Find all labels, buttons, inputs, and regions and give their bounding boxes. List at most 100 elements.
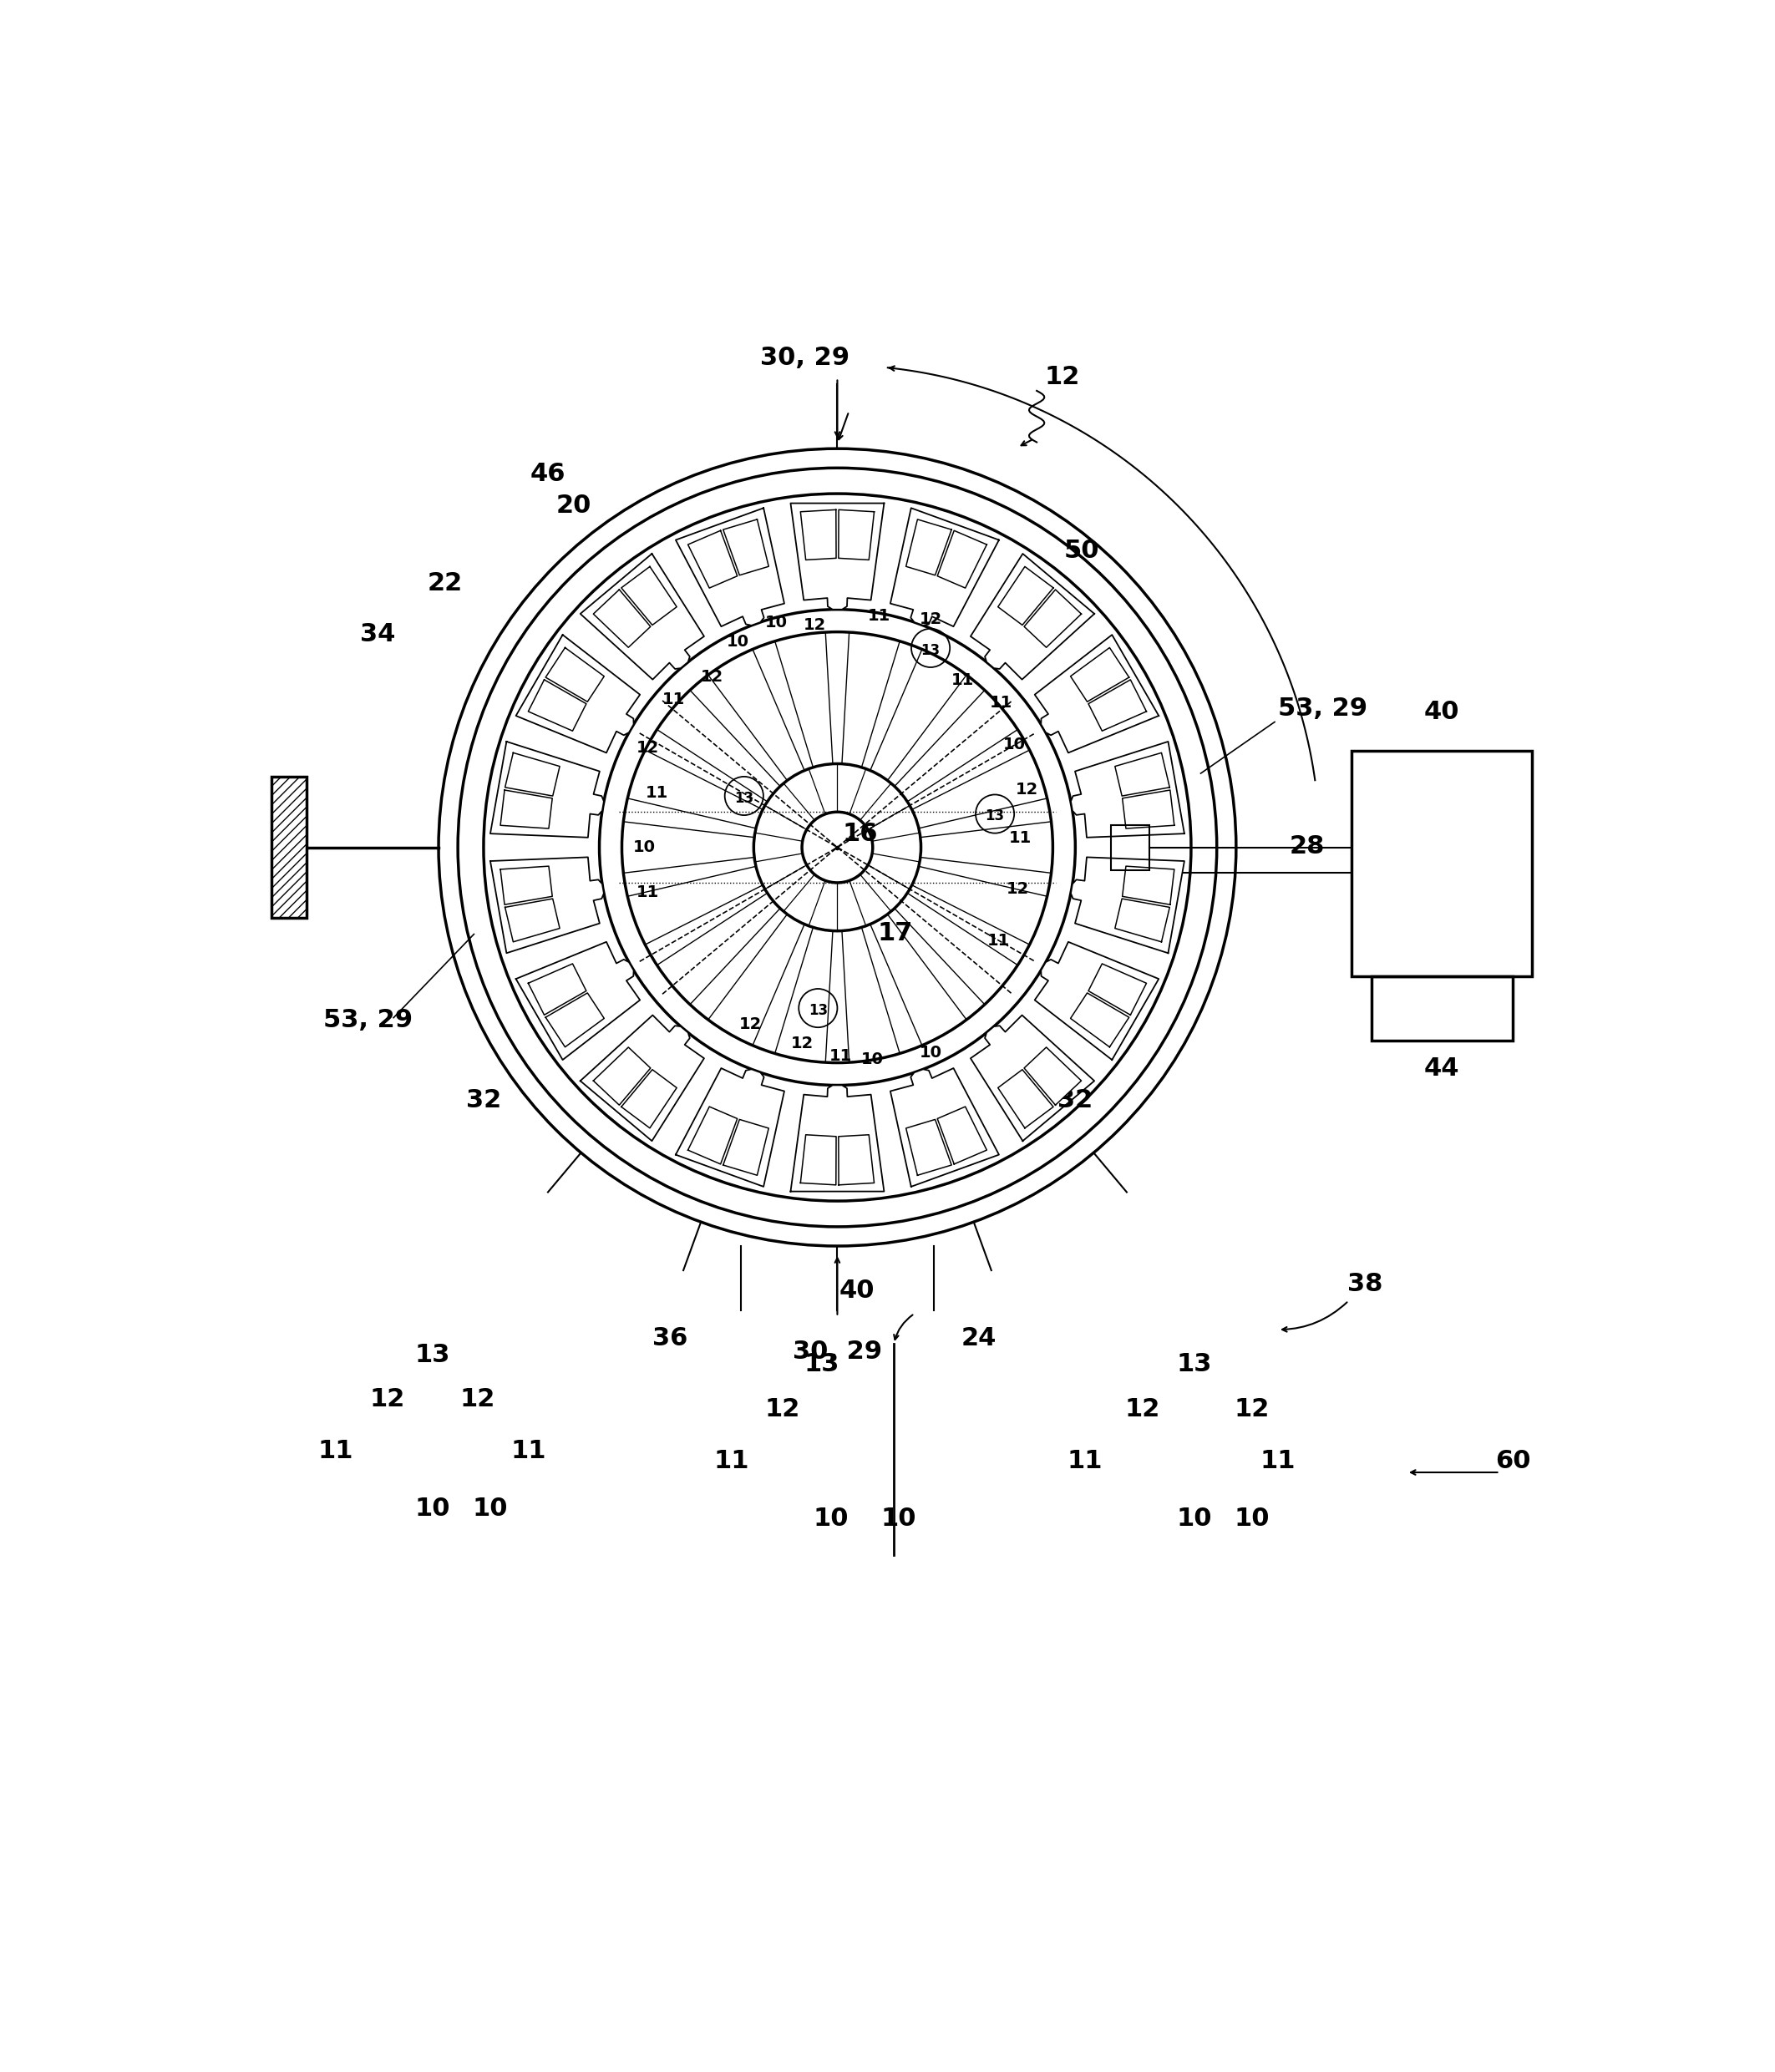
Text: 13: 13 [735,792,754,806]
Text: 10: 10 [861,1053,884,1067]
Bar [1370,976,1512,1040]
Text: 11: 11 [951,671,974,688]
Text: 11: 11 [1067,1448,1102,1473]
Text: 11: 11 [990,694,1014,711]
Text: 10: 10 [813,1506,848,1531]
Text: 12: 12 [790,1036,813,1051]
Polygon shape [891,508,999,626]
Text: 53, 29: 53, 29 [323,1009,412,1032]
Text: 53, 29: 53, 29 [1278,696,1367,721]
Text: 13: 13 [414,1343,449,1368]
Text: 12: 12 [765,1397,801,1421]
Polygon shape [506,752,559,796]
Text: 12: 12 [1015,781,1038,798]
Polygon shape [1070,742,1184,837]
Text: 11: 11 [868,607,891,624]
Text: 11: 11 [714,1448,749,1473]
Text: 12: 12 [738,1015,761,1032]
Text: 17: 17 [877,922,912,945]
Polygon shape [1070,649,1129,702]
Polygon shape [801,510,836,559]
Polygon shape [1115,752,1170,796]
Polygon shape [580,1015,705,1142]
Polygon shape [529,963,586,1015]
Text: 10: 10 [634,839,655,856]
Bar [1111,825,1148,870]
Polygon shape [891,1069,999,1187]
Polygon shape [676,508,785,626]
Text: 12: 12 [635,740,659,756]
Text: 10: 10 [726,634,749,649]
Text: 11: 11 [646,785,669,800]
Text: 22: 22 [428,572,463,595]
Polygon shape [1035,634,1159,752]
Text: 44: 44 [1424,1057,1459,1082]
Text: 32: 32 [1058,1088,1093,1113]
Polygon shape [506,899,559,943]
Text: 13: 13 [921,642,941,657]
Text: 13: 13 [1177,1353,1212,1376]
Polygon shape [1122,866,1175,905]
Polygon shape [1024,591,1081,646]
Polygon shape [1035,943,1159,1061]
Polygon shape [937,1106,987,1164]
Polygon shape [790,503,884,609]
Polygon shape [529,680,586,731]
Text: 12: 12 [804,617,825,634]
Text: 60: 60 [1495,1448,1530,1473]
Polygon shape [1024,1046,1081,1104]
Text: 11: 11 [511,1440,547,1463]
Polygon shape [1070,992,1129,1046]
Text: 12: 12 [369,1388,405,1411]
Text: 13: 13 [804,1353,840,1376]
Text: 10: 10 [765,613,788,630]
Polygon shape [501,866,552,905]
Polygon shape [621,1069,676,1127]
Polygon shape [593,591,650,646]
Text: 50: 50 [1063,539,1099,564]
Bar [272,777,307,918]
Polygon shape [1088,680,1147,731]
Text: 10: 10 [1177,1506,1212,1531]
Text: 10: 10 [414,1496,449,1521]
Polygon shape [801,1135,836,1185]
Text: 11: 11 [829,1048,852,1065]
Text: 12: 12 [701,669,722,686]
Text: 28: 28 [1289,835,1324,858]
Text: 12: 12 [1125,1397,1161,1421]
Text: 20: 20 [556,493,591,518]
Polygon shape [937,530,987,588]
Polygon shape [689,1106,737,1164]
Text: 10: 10 [919,1044,943,1061]
Text: 34: 34 [360,622,396,646]
Text: 10: 10 [1003,736,1026,752]
Text: 10: 10 [880,1506,916,1531]
Text: 30, 29: 30, 29 [760,346,850,371]
Text: 12: 12 [1006,881,1030,897]
Polygon shape [998,566,1053,626]
Polygon shape [838,1135,873,1185]
Text: 11: 11 [635,885,659,899]
Polygon shape [517,634,641,752]
Polygon shape [621,566,676,626]
Polygon shape [1115,899,1170,943]
Polygon shape [490,858,604,953]
Polygon shape [676,1069,785,1187]
Text: 32: 32 [465,1088,501,1113]
Polygon shape [998,1069,1053,1127]
Text: 36: 36 [653,1326,687,1351]
Text: 40: 40 [840,1278,875,1303]
Text: 12: 12 [460,1388,495,1411]
Text: 40: 40 [1424,700,1459,723]
Polygon shape [545,992,604,1046]
Polygon shape [905,520,951,576]
Polygon shape [517,943,641,1061]
Polygon shape [545,649,604,702]
Polygon shape [722,1119,769,1175]
Text: 10: 10 [1234,1506,1269,1531]
Text: 10: 10 [472,1496,508,1521]
Text: 12: 12 [1234,1397,1269,1421]
Polygon shape [689,530,737,588]
Text: 46: 46 [531,462,566,485]
Polygon shape [1070,858,1184,953]
